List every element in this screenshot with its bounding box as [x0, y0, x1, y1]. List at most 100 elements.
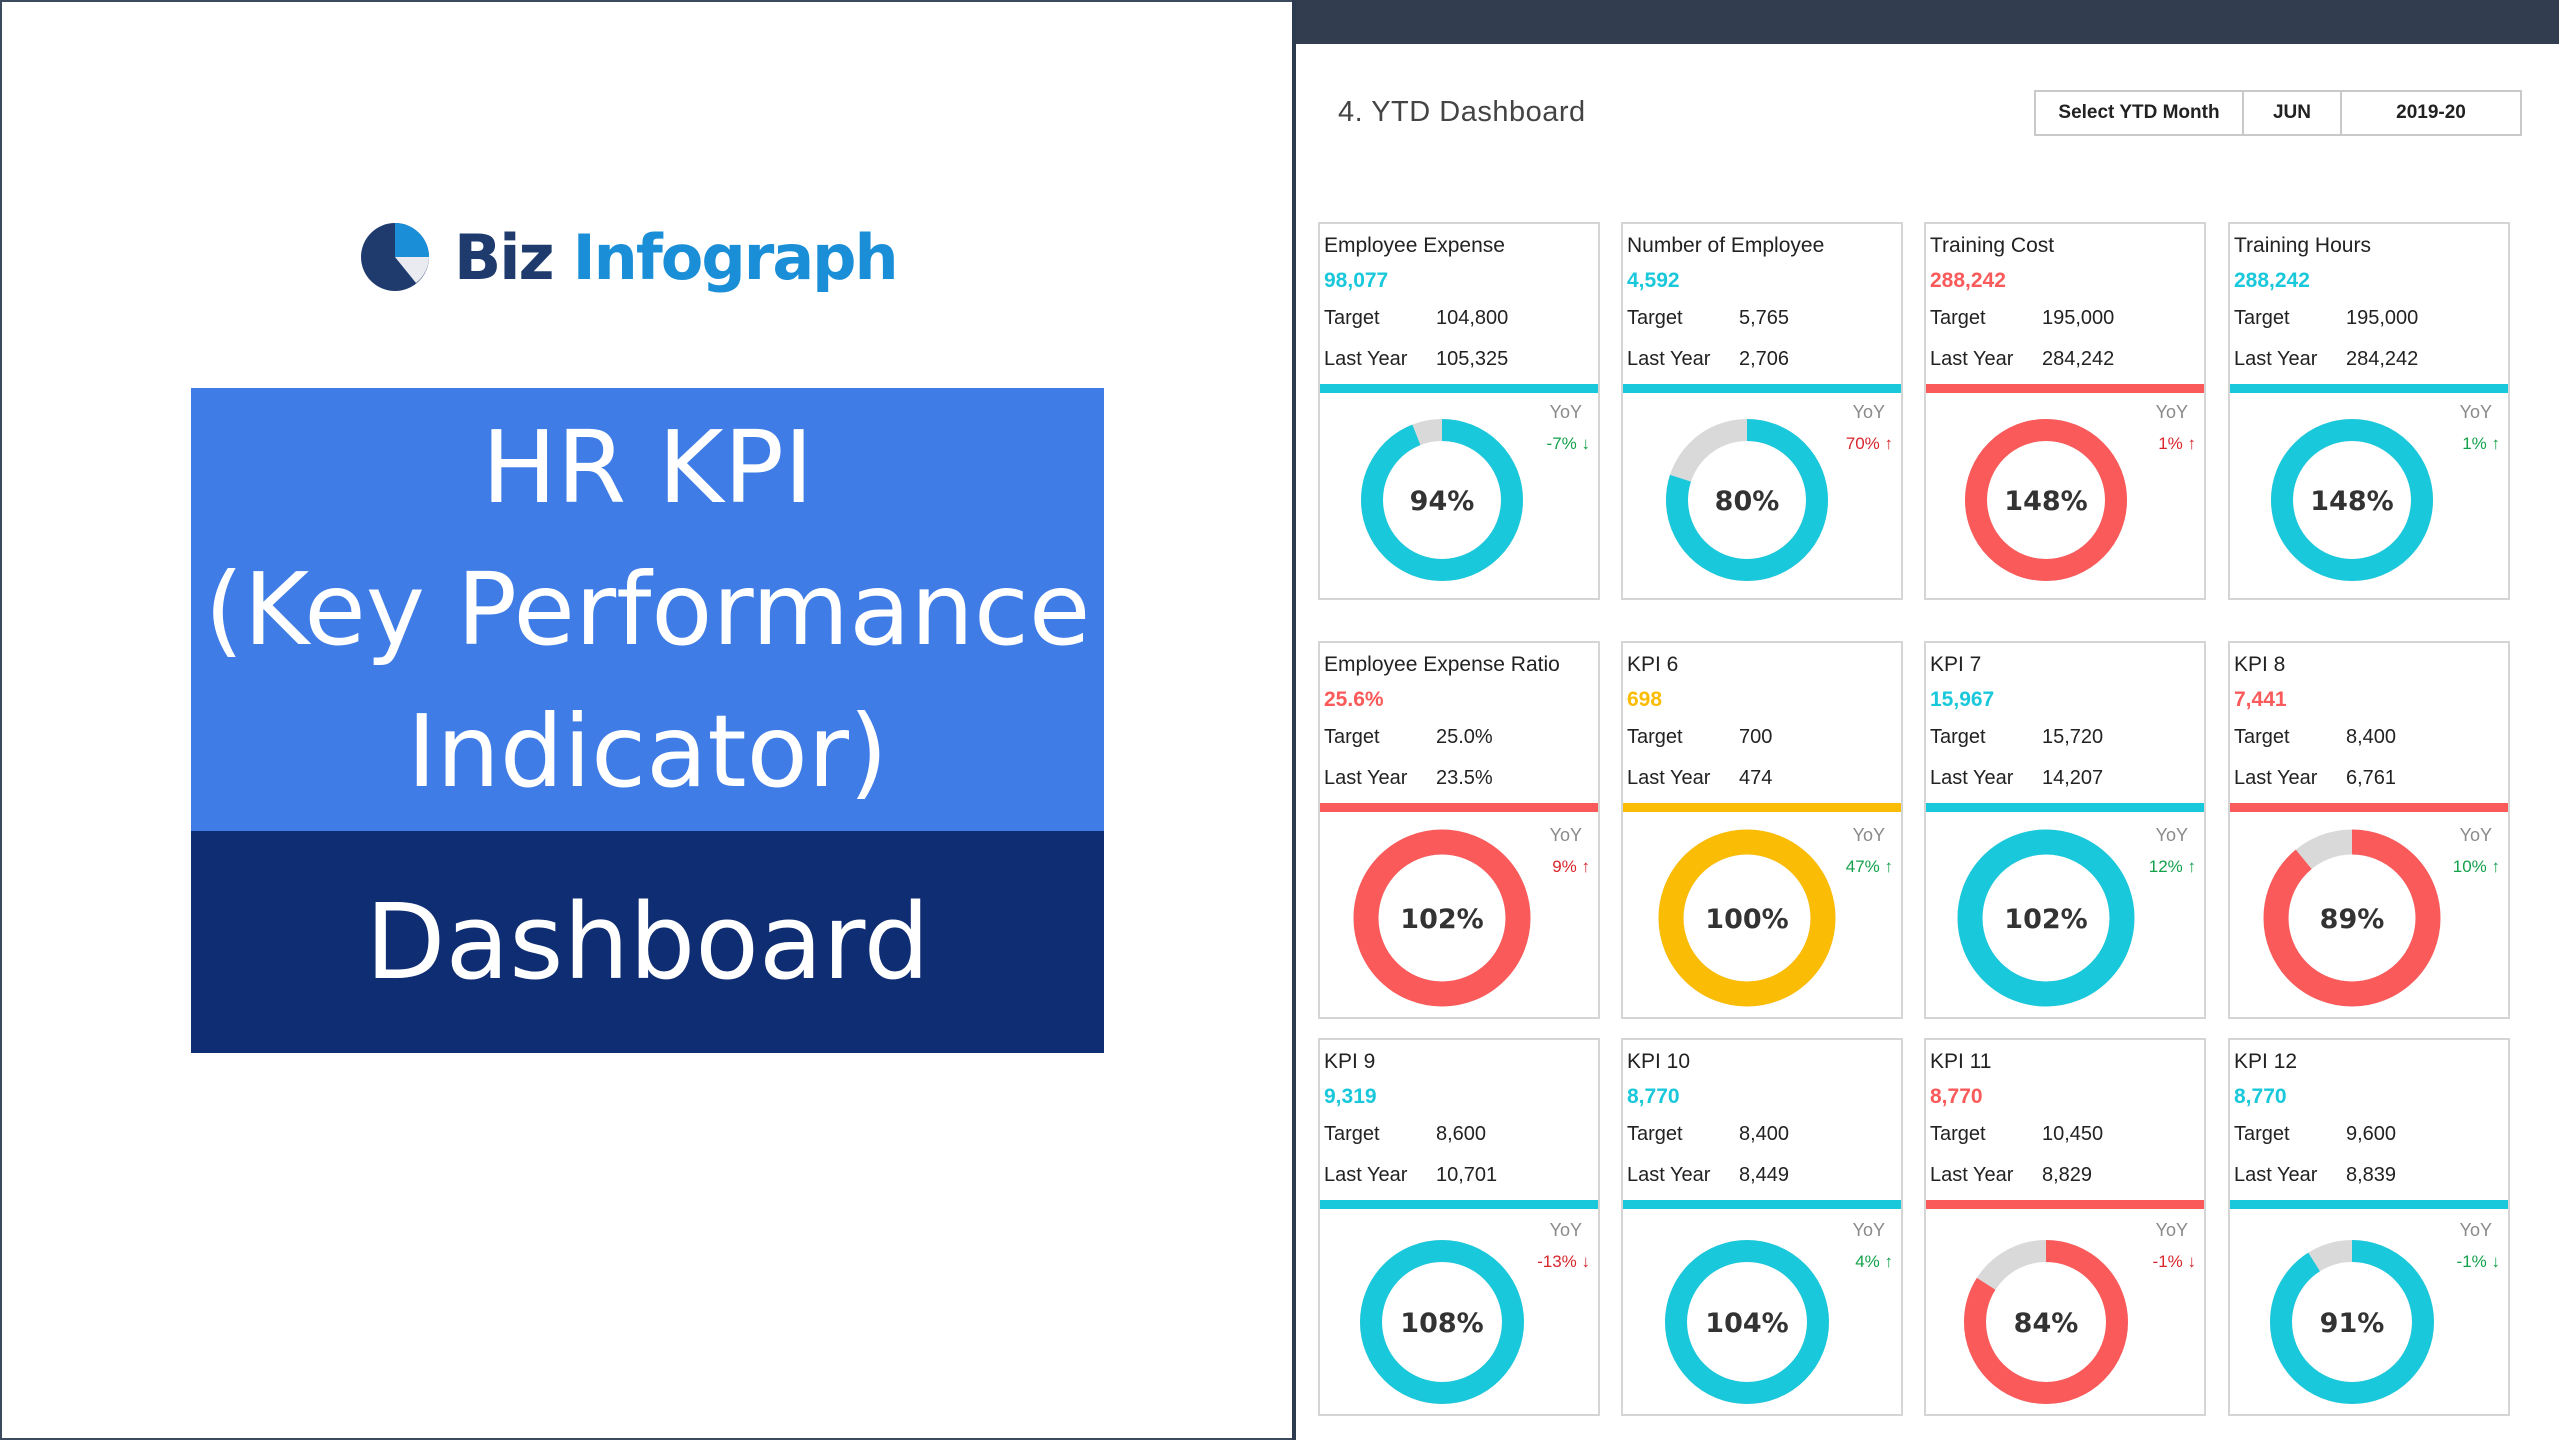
dashboard-panel: 4. YTD Dashboard Select YTD Month JUN 20… — [1296, 0, 2559, 1440]
kpi-name: KPI 11 — [1930, 1050, 1992, 1073]
year-select[interactable]: 2019-20 — [2340, 92, 2520, 134]
yoy-value: -13% ↓ — [1537, 1252, 1590, 1271]
last-year-value: 14,207 — [2042, 767, 2104, 789]
last-year-value: 6,761 — [2346, 767, 2397, 789]
last-year-value: 23.5% — [1436, 767, 1493, 789]
kpi-value: 8,770 — [1930, 1085, 1983, 1108]
last-year-value: 284,242 — [2346, 348, 2419, 370]
kpi-color-bar — [1320, 803, 1598, 812]
donut-arc — [1658, 829, 1836, 1007]
kpi-value: 8,770 — [2234, 1085, 2287, 1108]
kpi-value: 9,319 — [1324, 1085, 1377, 1108]
last-year-label: Last Year — [1324, 348, 1408, 370]
kpi-value: 698 — [1627, 688, 1663, 711]
donut-arc — [1666, 419, 1828, 581]
last-year-label: Last Year — [1324, 767, 1408, 789]
kpi-donut-chart: 91% — [2270, 1240, 2434, 1404]
top-bar — [1296, 0, 2559, 44]
donut-arc — [1964, 1240, 2128, 1404]
kpi-donut-chart: 84% — [1964, 1240, 2128, 1404]
last-year-value: 10,701 — [1436, 1164, 1498, 1186]
donut-arc — [1361, 419, 1523, 581]
main-title-box: HR KPI (Key Performance Indicator) — [191, 388, 1104, 831]
donut-arc — [1965, 419, 2127, 581]
target-label: Target — [1627, 726, 1683, 748]
yoy-label: YoY — [2155, 402, 2188, 422]
donut-percent-label: 91% — [2320, 1308, 2385, 1339]
yoy-label: YoY — [1549, 825, 1582, 845]
donut-arc — [2271, 419, 2433, 581]
last-year-label: Last Year — [2234, 348, 2318, 370]
ytd-month-selector[interactable]: Select YTD Month JUN 2019-20 — [2034, 90, 2522, 136]
kpi-name: KPI 8 — [2234, 653, 2286, 676]
kpi-color-bar — [1926, 1200, 2204, 1209]
kpi-name: KPI 6 — [1627, 653, 1679, 676]
target-value: 8,400 — [1739, 1123, 1790, 1145]
yoy-label: YoY — [1852, 402, 1885, 422]
title-panel: Biz Infograph HR KPI (Key Performance In… — [0, 0, 1294, 1440]
kpi-value: 98,077 — [1324, 269, 1389, 292]
kpi-color-bar — [1926, 384, 2204, 393]
donut-percent-label: 80% — [1715, 486, 1780, 517]
kpi-donut-chart: 102% — [1353, 829, 1531, 1007]
kpi-name: KPI 10 — [1627, 1050, 1691, 1073]
kpi-color-bar — [1926, 803, 2204, 812]
target-value: 10,450 — [2042, 1123, 2104, 1145]
yoy-value: 70% ↑ — [1845, 434, 1893, 453]
target-label: Target — [2234, 1123, 2290, 1145]
kpi-donut-chart: 80% — [1666, 419, 1828, 581]
kpi-name: Employee Expense Ratio — [1324, 653, 1560, 676]
yoy-label: YoY — [2459, 402, 2492, 422]
yoy-label: YoY — [2459, 825, 2492, 845]
logo-text-biz: Biz — [454, 220, 555, 294]
yoy-label: YoY — [2459, 1220, 2492, 1240]
target-label: Target — [1324, 726, 1380, 748]
kpi-value: 8,770 — [1627, 1085, 1680, 1108]
kpi-donut-chart: 104% — [1665, 1240, 1829, 1404]
kpi-value: 25.6% — [1324, 688, 1384, 711]
kpi-donut-chart: 94% — [1361, 419, 1523, 581]
donut-percent-label: 100% — [1705, 904, 1788, 935]
target-label: Target — [1324, 307, 1380, 329]
kpi-card: KPI 12 8,770 Target 9,600 Last Year 8,839 YoY -… — [2228, 1038, 2510, 1416]
yoy-label: YoY — [1852, 825, 1885, 845]
kpi-donut-chart: 148% — [1965, 419, 2127, 581]
last-year-label: Last Year — [1930, 348, 2014, 370]
yoy-label: YoY — [1549, 1220, 1582, 1240]
kpi-card: Employee Expense Ratio 25.6% Target 25.0% La… — [1318, 641, 1600, 1019]
donut-percent-label: 148% — [2310, 486, 2393, 517]
target-value: 5,765 — [1739, 307, 1790, 329]
target-value: 104,800 — [1436, 307, 1509, 329]
kpi-color-bar — [1320, 1200, 1598, 1209]
target-value: 195,000 — [2042, 307, 2115, 329]
donut-percent-label: 148% — [2004, 486, 2087, 517]
kpi-name: KPI 7 — [1930, 653, 1982, 676]
yoy-value: -1% ↓ — [2456, 1252, 2500, 1271]
kpi-card: KPI 8 7,441 Target 8,400 Last Year 6,761 YoY 10… — [2228, 641, 2510, 1019]
last-year-label: Last Year — [1930, 1164, 2014, 1186]
month-select[interactable]: JUN — [2242, 92, 2340, 134]
title-line-2: (Key Performance — [204, 550, 1091, 668]
title-line-1: HR KPI — [481, 408, 814, 526]
donut-percent-label: 89% — [2320, 904, 2385, 935]
select-month-label: Select YTD Month — [2058, 102, 2220, 123]
subtitle-box: Dashboard — [191, 831, 1104, 1053]
last-year-value: 105,325 — [1436, 348, 1509, 370]
yoy-value: 1% ↑ — [2158, 434, 2196, 453]
donut-percent-label: 108% — [1400, 1308, 1483, 1339]
kpi-donut-chart: 102% — [1957, 829, 2135, 1007]
donut-arc — [1360, 1240, 1524, 1404]
last-year-label: Last Year — [2234, 1164, 2318, 1186]
yoy-value: 9% ↑ — [1552, 857, 1590, 876]
target-label: Target — [1930, 726, 1986, 748]
yoy-label: YoY — [2155, 825, 2188, 845]
kpi-card: KPI 11 8,770 Target 10,450 Last Year 8,829 YoY… — [1924, 1038, 2206, 1416]
target-value: 9,600 — [2346, 1123, 2397, 1145]
kpi-card: Employee Expense 98,077 Target 104,800 Last … — [1318, 222, 1600, 600]
kpi-color-bar — [2230, 803, 2508, 812]
yoy-value: 12% ↑ — [2148, 857, 2196, 876]
kpi-value: 7,441 — [2234, 688, 2287, 711]
panel-divider — [1292, 0, 1296, 1440]
kpi-card: KPI 7 15,967 Target 15,720 Last Year 14,207 Yo… — [1924, 641, 2206, 1019]
target-label: Target — [2234, 726, 2290, 748]
